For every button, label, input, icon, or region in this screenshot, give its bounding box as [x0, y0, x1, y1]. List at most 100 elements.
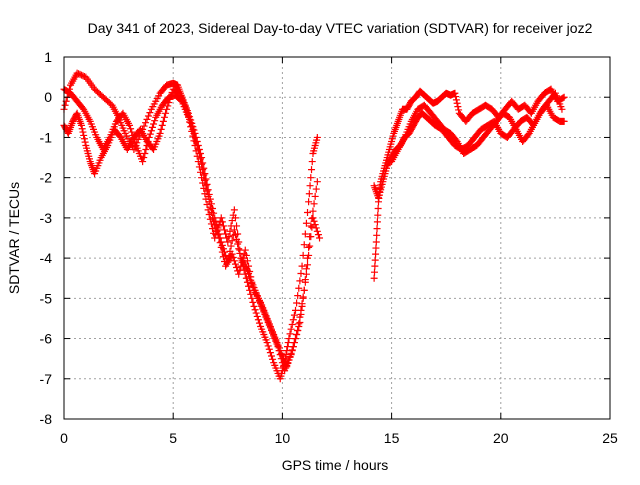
- data-point: [200, 171, 208, 179]
- data-point: [219, 253, 227, 261]
- data-point: [560, 93, 568, 101]
- data-point: [306, 182, 314, 190]
- x-tick-label: 10: [275, 430, 291, 446]
- data-point: [230, 226, 238, 234]
- data-point: [264, 342, 272, 350]
- x-tick-label: 5: [169, 430, 177, 446]
- data-point: [203, 187, 211, 195]
- data-point: [221, 226, 229, 234]
- data-point: [195, 150, 203, 158]
- data-point: [213, 227, 221, 235]
- data-point: [218, 218, 226, 226]
- x-axis-label: GPS time / hours: [282, 457, 389, 473]
- data-point: [310, 200, 318, 208]
- data-point: [61, 101, 69, 109]
- series-track-6: [388, 89, 566, 166]
- data-point: [206, 203, 214, 211]
- data-point: [225, 233, 233, 241]
- data-point: [274, 343, 282, 351]
- data-point: [157, 125, 165, 133]
- y-tick-label: -5: [40, 290, 53, 306]
- data-point: [302, 219, 310, 227]
- data-point: [309, 214, 317, 222]
- data-point: [302, 265, 310, 273]
- data-point: [316, 234, 324, 242]
- data-point: [237, 262, 245, 270]
- data-point: [295, 320, 303, 328]
- data-point: [452, 93, 460, 101]
- data-point: [156, 129, 164, 137]
- y-tick-label: -7: [40, 371, 53, 387]
- data-point: [151, 117, 159, 125]
- plot-frame: [63, 56, 611, 420]
- data-point: [210, 217, 218, 225]
- data-point: [139, 158, 147, 166]
- data-point: [198, 160, 206, 168]
- data-point: [374, 205, 382, 213]
- data-point: [130, 146, 138, 154]
- data-point: [311, 221, 319, 229]
- data-point: [191, 133, 199, 141]
- data-point: [242, 274, 250, 282]
- data-point: [286, 330, 294, 338]
- data-point: [451, 89, 459, 97]
- data-point: [166, 95, 174, 103]
- data-point: [373, 225, 381, 233]
- data-point: [373, 231, 381, 239]
- data-point: [150, 120, 158, 128]
- data-point: [305, 198, 313, 206]
- data-point: [203, 180, 211, 188]
- data-point: [241, 246, 249, 254]
- data-point: [298, 300, 306, 308]
- data-point: [275, 347, 283, 355]
- data-point: [81, 138, 89, 146]
- grid-layer: [64, 57, 610, 419]
- data-point: [311, 192, 319, 200]
- data-point: [454, 103, 462, 111]
- data-point: [211, 221, 219, 229]
- data-point: [219, 222, 227, 230]
- data-point: [209, 214, 217, 222]
- y-tick-label: -1: [40, 129, 53, 145]
- data-point: [252, 309, 260, 317]
- data-point: [215, 234, 223, 242]
- data-point: [226, 227, 234, 235]
- data-point: [231, 260, 239, 268]
- data-point: [453, 99, 461, 107]
- data-point: [234, 230, 242, 238]
- data-point: [192, 137, 200, 145]
- data-point: [167, 92, 175, 100]
- data-point: [313, 227, 321, 235]
- data-point: [147, 127, 155, 135]
- data-point: [296, 277, 304, 285]
- data-point: [295, 284, 303, 292]
- data-point: [199, 159, 207, 167]
- data-point: [297, 306, 305, 314]
- data-point: [308, 166, 316, 174]
- x-tick-label: 25: [602, 430, 618, 446]
- data-point: [202, 175, 210, 183]
- data-point: [305, 243, 313, 251]
- data-point: [184, 112, 192, 120]
- data-point: [298, 262, 306, 270]
- y-tick-label: 1: [44, 49, 52, 65]
- data-point: [371, 256, 379, 264]
- data-point: [254, 316, 262, 324]
- data-point: [372, 238, 380, 246]
- data-point: [263, 339, 271, 347]
- data-point: [305, 190, 313, 198]
- x-tick-label: 15: [384, 430, 400, 446]
- data-point: [227, 242, 235, 250]
- data-point: [143, 115, 151, 123]
- data-point: [205, 198, 213, 206]
- y-tick-label: -8: [40, 411, 53, 427]
- data-point: [230, 206, 238, 214]
- data-point: [304, 209, 312, 217]
- data-point: [231, 214, 239, 222]
- data-point: [296, 313, 304, 321]
- y-tick-label: -6: [40, 331, 53, 347]
- data-point: [313, 133, 321, 141]
- data-point: [148, 123, 156, 131]
- data-point: [245, 262, 253, 270]
